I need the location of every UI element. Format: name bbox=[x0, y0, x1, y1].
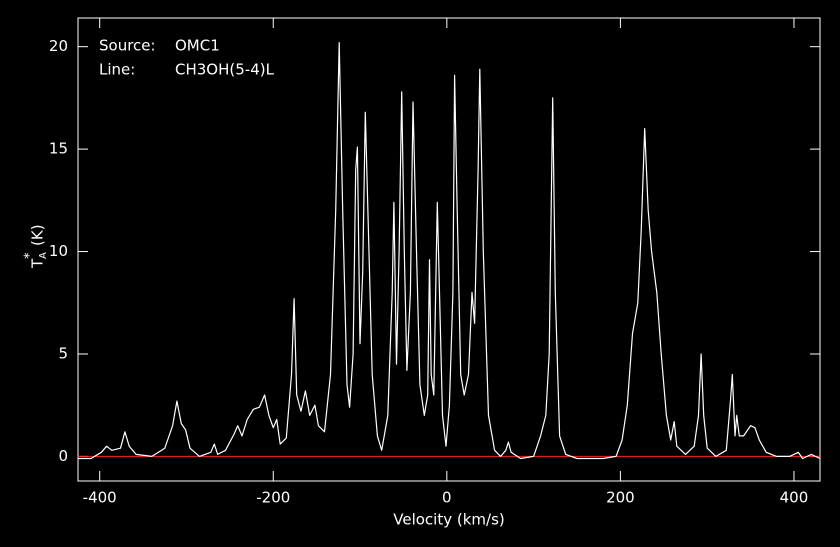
y-label-symbol: T bbox=[29, 258, 47, 269]
annotation-text: CH3OH(5-4)L bbox=[175, 61, 275, 79]
x-tick-label: -200 bbox=[256, 489, 290, 507]
annotation-text: OMC1 bbox=[175, 37, 220, 55]
annotation-label: Line: bbox=[99, 61, 135, 79]
annotation-label: Source: bbox=[99, 37, 156, 55]
y-tick-label: 5 bbox=[58, 344, 68, 362]
spectrum-line bbox=[78, 42, 821, 460]
x-tick-label: 0 bbox=[442, 489, 452, 507]
y-label-unit: (K) bbox=[29, 224, 47, 246]
y-tick-label: 20 bbox=[49, 37, 68, 55]
x-axis-label: Velocity (km/s) bbox=[393, 511, 504, 529]
y-label-subscript: A bbox=[38, 252, 49, 259]
y-axis-label: T A * (K) bbox=[23, 224, 50, 269]
y-tick-label: 0 bbox=[58, 447, 68, 465]
y-tick-label: 10 bbox=[49, 242, 68, 260]
x-tick-label: 400 bbox=[780, 489, 809, 507]
y-tick-label: 15 bbox=[49, 140, 68, 158]
y-label-superscript: * bbox=[23, 252, 38, 259]
x-tick-label: 200 bbox=[606, 489, 635, 507]
plot-frame bbox=[77, 17, 821, 482]
x-tick-label: -400 bbox=[83, 489, 117, 507]
